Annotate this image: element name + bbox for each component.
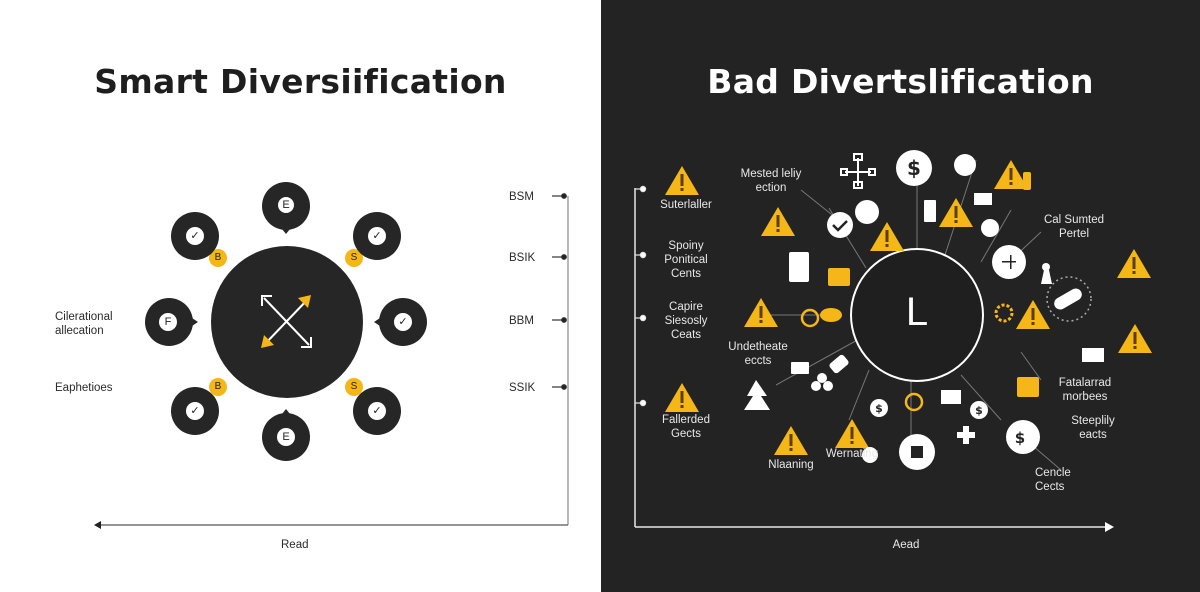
compass-icon [904, 392, 924, 412]
stamp-icon [829, 354, 849, 374]
label-cencle: Cencle Cects [1035, 467, 1071, 493]
clover-icon [817, 373, 827, 383]
arrow-left-icon [94, 521, 101, 529]
x-axis-label: Aead [892, 539, 920, 551]
label-cal-sumted: Cal Sumted Pertel [1043, 214, 1105, 240]
bad-diversification-panel: Bad Divertslification [601, 0, 1200, 592]
tree-icon [744, 380, 770, 410]
dollar-icon: $ [907, 156, 921, 180]
clipboard-icon [924, 200, 936, 222]
badge-b: B [214, 252, 222, 263]
briefcase-icon [828, 268, 850, 286]
x-axis-label: Read [281, 539, 309, 551]
arrow-right-icon [1105, 522, 1114, 532]
node-bottom-glyph: E [282, 431, 290, 443]
dollar-wallet-icon [1006, 420, 1040, 454]
node-top-glyph: E [282, 199, 290, 211]
node-top-right [345, 212, 401, 267]
axis-label-spoiny: Spoiny Ponitical Cents [664, 240, 708, 280]
side-label-eaphetioes: Eaphetioes [55, 382, 113, 394]
check-icon: ✓ [190, 230, 200, 242]
axis-label-bsik: BSIK [509, 252, 536, 264]
mail-icon [974, 193, 992, 205]
label-steeply: Steeplily eacts [1071, 415, 1115, 441]
network-small-icon [862, 447, 878, 463]
dollar-small-icon [970, 401, 988, 419]
svg-text:$: $ [875, 402, 883, 415]
pill-icon [1054, 288, 1082, 310]
svg-text:$: $ [1015, 429, 1025, 447]
label-wernating: Wernating [825, 448, 879, 460]
label-fatal: Fatalarrad morbees [1058, 377, 1112, 403]
bad-diagram: $ $ $ $ [634, 150, 1152, 532]
center-hub [850, 248, 984, 382]
axes [634, 185, 1114, 532]
expand-arrows-icon [261, 295, 312, 348]
check-icon: ✓ [190, 405, 200, 417]
apple-icon [855, 200, 879, 224]
node-left-glyph: F [164, 316, 172, 328]
badge-s: S [350, 252, 358, 263]
dollar-small-icon [870, 399, 888, 417]
axis-label-bsm: BSM [509, 191, 534, 203]
label-mested: Mested leliy ection [740, 168, 802, 194]
check-icon: ✓ [372, 405, 382, 417]
smart-diversification-panel: Smart Diversiification [55, 62, 569, 551]
svg-text:$: $ [975, 404, 983, 417]
coin-icon [820, 308, 842, 322]
label-undetheate: Undetheate eccts [728, 341, 788, 367]
bad-diversification-title: Bad Divertslification [707, 62, 1094, 101]
node-bottom [262, 409, 310, 461]
node-top [262, 182, 310, 234]
network-icon [954, 154, 976, 176]
badge-s: S [350, 381, 358, 392]
axis-label-ssik: SSIK [509, 382, 536, 394]
gear-icon [994, 303, 1014, 323]
axis-label-fallerded: Fallerded Gects [662, 414, 710, 440]
node-top-left [171, 212, 227, 267]
center-hub [211, 246, 363, 398]
network-small-icon [981, 219, 999, 237]
smart-diagram [94, 182, 569, 529]
person-icon [1041, 270, 1052, 284]
bottle-icon [1023, 172, 1031, 190]
dollar-icon [896, 150, 932, 186]
check-icon: ✓ [398, 316, 408, 328]
node-right [374, 298, 427, 346]
clock-icon [800, 308, 820, 328]
axis-label-bbm: BBM [509, 315, 534, 327]
check-icon: ✓ [372, 230, 382, 242]
pill-ring [1046, 276, 1092, 322]
axes [94, 193, 569, 529]
center-glyph: L [905, 290, 929, 334]
badge-b: B [214, 381, 222, 392]
connector-lines [761, 159, 1062, 471]
cross-network-icon [840, 153, 876, 189]
clipboard-icon [789, 252, 809, 282]
smart-diversification-title: Smart Diversiification [94, 62, 507, 101]
node-left [145, 298, 198, 346]
label-nwarning: Nlaaning [768, 459, 814, 471]
axis-label-capire: Capire Siesosly Ceats [664, 301, 708, 341]
check-icon [827, 212, 853, 238]
node-bottom-left [171, 378, 227, 435]
wallet-icon [791, 362, 809, 374]
axis-label-suterlaller: Suterlaller [660, 199, 712, 211]
mail-icon [1082, 348, 1104, 362]
node-bottom-right [345, 378, 401, 435]
briefcase-icon [1017, 377, 1039, 397]
mail-icon [941, 390, 961, 404]
side-label-allocation: Cilerational allecation [55, 311, 113, 337]
